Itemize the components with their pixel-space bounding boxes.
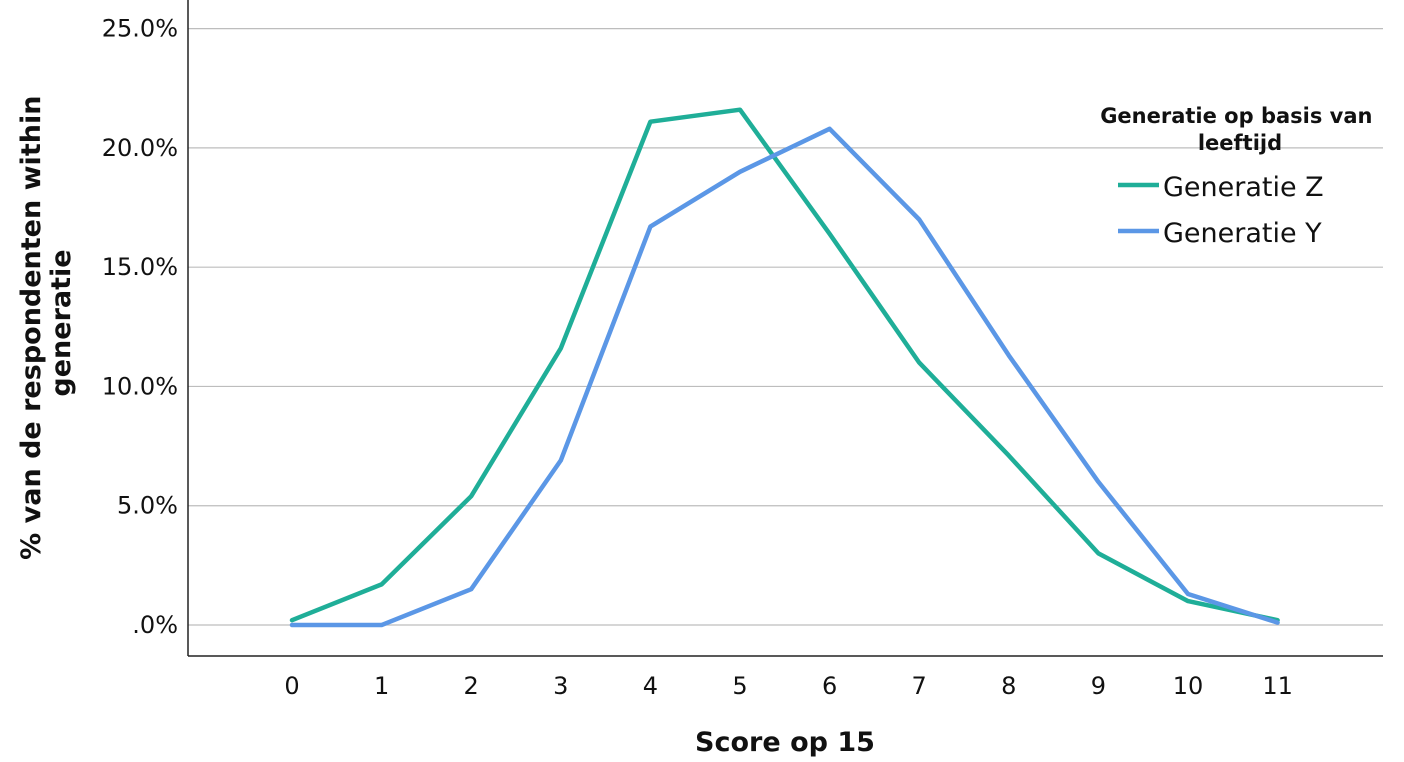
y-tick-label: 25.0% [102, 15, 178, 43]
legend-title-line-2: leeftijd [1198, 131, 1282, 155]
x-tick-label: 1 [374, 672, 389, 700]
y-tick-labels: .0% 5.0% 10.0% 15.0% 20.0% 25.0% [102, 15, 178, 639]
y-tick-label: 10.0% [102, 372, 178, 400]
x-tick-label: 4 [643, 672, 658, 700]
legend: Generatie op basis van leeftijd Generati… [1100, 104, 1380, 249]
y-tick-label: 15.0% [102, 253, 178, 281]
y-axis-title-line-2: generatie [46, 249, 77, 396]
x-tick-label: 10 [1173, 672, 1204, 700]
x-tick-label: 11 [1262, 672, 1293, 700]
y-tick-label: 5.0% [117, 492, 178, 520]
series-line-generatie-y [289, 126, 1280, 628]
legend-title: Generatie op basis van leeftijd [1100, 104, 1380, 155]
y-axis-title-line-1: % van de respondenten within [16, 96, 47, 560]
y-tick-label: 20.0% [102, 134, 178, 162]
x-tick-label: 2 [464, 672, 479, 700]
series-line-generatie-z [289, 107, 1280, 623]
x-tick-label: 3 [553, 672, 568, 700]
x-tick-labels: 0 1 2 3 4 5 6 7 8 9 10 11 [284, 672, 1293, 700]
x-tick-label: 6 [822, 672, 837, 700]
legend-label-generatie-y: Generatie Y [1163, 218, 1322, 249]
series-lines [289, 107, 1280, 628]
y-axis-title: % van de respondenten within generatie [16, 86, 77, 560]
x-tick-label: 5 [732, 672, 747, 700]
x-tick-label: 9 [1091, 672, 1106, 700]
x-tick-label: 8 [1001, 672, 1016, 700]
x-tick-label: 7 [912, 672, 927, 700]
legend-title-line-1: Generatie op basis van [1100, 104, 1372, 128]
x-axis-title: Score op 15 [695, 727, 875, 758]
x-tick-label: 0 [284, 672, 299, 700]
axes [187, 0, 1383, 657]
y-tick-label: .0% [132, 611, 178, 639]
legend-label-generatie-z: Generatie Z [1163, 172, 1324, 203]
